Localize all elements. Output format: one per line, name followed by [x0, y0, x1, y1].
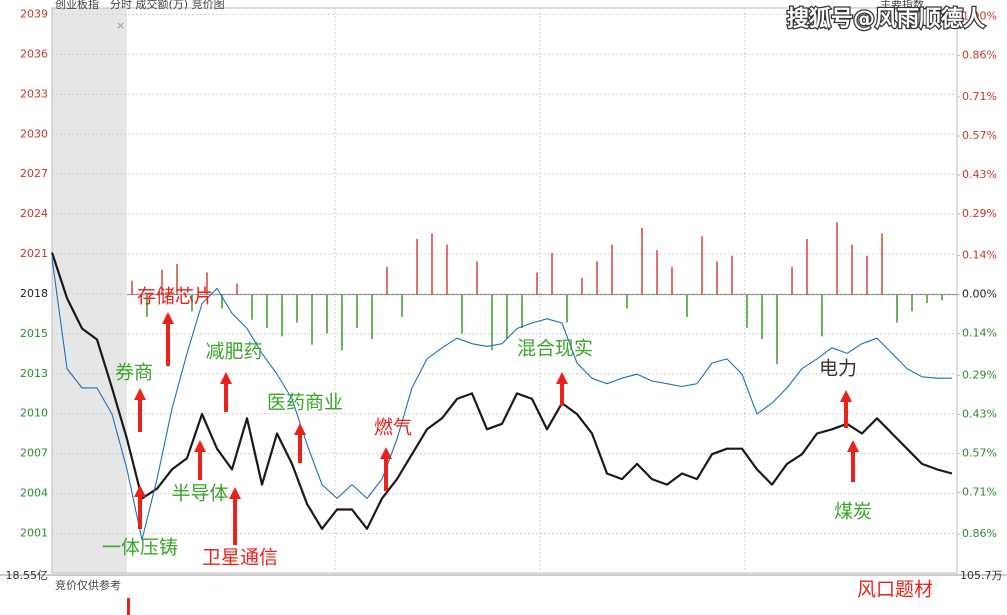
y2-tick-label: 0.71%	[962, 90, 997, 103]
watermark: 搜狐号@风雨顺德人	[787, 6, 985, 32]
y2-tick-label: 0.43%	[962, 407, 997, 420]
arrow	[294, 423, 306, 463]
annotation: 混合现实	[517, 338, 593, 360]
y-tick-label: 2010	[20, 407, 48, 420]
right-bottom-label: 105.7万	[960, 569, 1003, 582]
annotation: 存储芯片	[137, 286, 213, 308]
annotation: 券商	[115, 362, 153, 384]
y2-tick-label: 0.29%	[962, 207, 997, 220]
y2-tick-label: 0.00%	[962, 288, 997, 301]
y-tick-label: 2018	[20, 287, 48, 300]
y2-tick-label: 1.00%	[962, 9, 997, 22]
y2-tick-label: 0.57%	[962, 446, 997, 459]
y-tick-label: 2021	[20, 247, 48, 260]
arrow	[194, 440, 206, 480]
auction-bar	[127, 598, 130, 615]
y-tick-label: 2027	[20, 167, 48, 180]
y2-tick-label: 0.86%	[962, 48, 997, 61]
annotation: 一体压铸	[102, 537, 178, 559]
y-tick-label: 2007	[20, 447, 48, 460]
title: 创业板指	[55, 0, 99, 11]
arrow	[134, 388, 146, 432]
annotation: 电力	[819, 358, 857, 380]
annotation: 半导体	[171, 483, 228, 505]
auction-note: 竞价仅供参考	[55, 578, 121, 592]
price-line	[50, 252, 953, 530]
y-tick-label: 2030	[20, 127, 48, 140]
arrows	[134, 312, 859, 545]
arrow	[229, 487, 241, 545]
arrow	[840, 390, 852, 428]
y2-tick-label: 0.57%	[962, 129, 997, 142]
y-tick-label: 2013	[20, 367, 48, 380]
arrow	[847, 440, 859, 482]
arrow	[556, 372, 568, 406]
arrow	[162, 312, 174, 366]
y2-tick-label: 0.86%	[962, 527, 997, 540]
y2-tick-label: 0.43%	[962, 168, 997, 181]
auction-area	[52, 8, 127, 573]
y2-tick-label: 0.71%	[962, 485, 997, 498]
y-tick-label: 2036	[20, 47, 48, 60]
plot-frame	[51, 7, 958, 574]
y-tick-label: 2024	[20, 207, 48, 220]
annotation: 医药商业	[267, 392, 343, 414]
y-tick-label: 2039	[20, 7, 48, 20]
arrow	[134, 485, 146, 529]
y2-tick-label: 0.14%	[962, 249, 997, 262]
y2-tick-label: 0.14%	[962, 327, 997, 340]
y-tick-label: 2015	[20, 327, 48, 340]
y2-tick-label: 0.29%	[962, 368, 997, 381]
index-button[interactable]: 主要指数	[880, 0, 924, 11]
annotation: 燃气	[374, 417, 412, 439]
price-line	[51, 257, 952, 541]
arrow	[380, 447, 392, 491]
y-tick-label: 2001	[20, 526, 48, 539]
arrow	[220, 372, 232, 412]
subtitle: 分时 成交额(万) 竞价图	[110, 0, 225, 11]
annotation: 风口题材	[857, 579, 933, 601]
y-tick-label: 2004	[20, 487, 48, 500]
left-bottom-label: 18.55亿	[6, 569, 49, 582]
annotation: 煤炭	[834, 501, 872, 523]
close-mark: ×	[116, 19, 125, 32]
annotation: 卫星通信	[202, 547, 278, 569]
annotation: 减肥药	[205, 341, 262, 363]
y-tick-label: 2033	[20, 87, 48, 100]
